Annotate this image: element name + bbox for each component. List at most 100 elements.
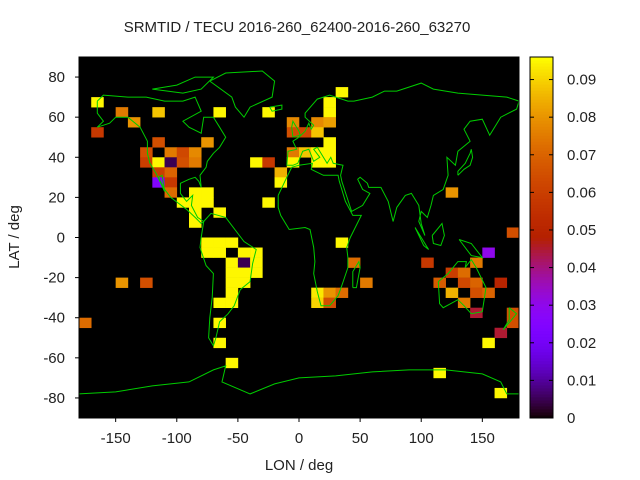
coastline-segment [437, 258, 487, 315]
y-axis-ticks: 80 60 40 20 0 -20 -40 -60 -80 [43, 69, 79, 407]
colorbar-gradient-step [530, 186, 553, 190]
heatmap-cell [482, 247, 495, 258]
heatmap-cell [225, 277, 239, 288]
heatmap-cell [250, 257, 263, 268]
heatmap-cell [140, 277, 153, 288]
coastline-segment [277, 162, 363, 307]
colorbar-gradient-step [530, 198, 553, 202]
x-tick-label: 50 [352, 430, 369, 447]
coastline-segment [96, 94, 227, 225]
heatmap-cell [311, 297, 324, 308]
colorbar-gradient-step [530, 378, 553, 383]
colorbar-gradient-step [530, 183, 553, 187]
colorbar-gradient-step [530, 408, 553, 413]
heatmap-cell [164, 167, 178, 178]
colorbar-gradient-step [530, 225, 553, 229]
heatmap-cell [189, 217, 202, 228]
heatmap-cell [176, 197, 190, 208]
heatmap-cell [470, 277, 483, 288]
colorbar-gradient-step [530, 354, 553, 359]
y-tick-label: -40 [43, 310, 65, 327]
heatmap-cell [286, 127, 300, 138]
heatmap-cell [152, 167, 165, 178]
colorbar-gradient-step [530, 270, 553, 275]
heatmap-cell [140, 147, 153, 158]
colorbar-gradient-step [530, 303, 553, 308]
heatmap-cells [79, 87, 520, 399]
coastline-segment [291, 119, 301, 138]
colorbar-border [529, 56, 554, 419]
colorbar-gradient-step [530, 276, 553, 281]
colorbar-gradient-step [530, 288, 553, 293]
colorbar-gradient-step [530, 201, 553, 205]
heatmap-cell [470, 287, 483, 298]
coastline-segment [199, 212, 257, 348]
heatmap-cell [506, 307, 520, 319]
colorbar-gradient-step [530, 267, 553, 272]
heatmap-cell [421, 257, 434, 268]
heatmap-cell [262, 157, 275, 168]
colorbar-gradient-step [530, 204, 553, 208]
colorbar-gradient-step [530, 396, 553, 401]
colorbar-gradient-step [530, 174, 553, 178]
x-axis-label: LON / deg [265, 457, 333, 474]
heatmap-cell [201, 137, 214, 148]
heatmap-cell [335, 237, 349, 248]
colorbar-gradient-step [530, 366, 553, 371]
colorbar-gradient-step [530, 213, 553, 217]
colorbar-gradient-step [530, 87, 553, 91]
heatmap-cell [323, 107, 336, 118]
colorbar-gradient-step [530, 387, 553, 392]
colorbar-gradient-step [530, 210, 553, 214]
colorbar-gradient-step [530, 363, 553, 368]
colorbar-gradient-step [530, 258, 553, 263]
colorbar-gradient-step [530, 117, 553, 121]
colorbar-gradient-step [530, 309, 553, 314]
heatmap-cell [225, 297, 239, 308]
colorbar-gradient-step [530, 114, 553, 118]
colorbar-gradient-step [530, 411, 553, 416]
heatmap-cell [225, 257, 239, 268]
x-tick-label: -150 [101, 430, 131, 447]
colorbar-gradient-step [530, 282, 553, 287]
colorbar-gradient-step [530, 405, 553, 410]
coastline-segment [352, 260, 361, 289]
heatmap-cell [225, 287, 239, 298]
colorbar-gradient-step [530, 327, 553, 332]
colorbar-gradient-step [530, 168, 553, 172]
colorbar-gradient-step [530, 105, 553, 109]
colorbar-gradient-step [530, 360, 553, 365]
colorbar-gradient-step [530, 147, 553, 151]
colorbar-gradient-step [530, 375, 553, 380]
heatmap-cell [250, 267, 263, 278]
x-axis-ticks: -150 -100 -50 0 50 100 150 [101, 418, 495, 447]
heatmap-cell [347, 257, 361, 268]
heatmap-cell [176, 147, 190, 158]
heatmap-cell [189, 147, 202, 158]
y-tick-label: 40 [48, 149, 65, 166]
heatmap-cell [250, 247, 263, 258]
colorbar-gradient-step [530, 324, 553, 329]
colorbar-tick-label: 0.07 [567, 147, 596, 164]
heatmap-cell [311, 117, 324, 128]
heatmap-cell [299, 147, 312, 158]
heatmap-cell [445, 287, 459, 298]
heatmap-cell [213, 107, 226, 118]
heatmap-cell [299, 127, 312, 138]
colorbar-gradient-step [530, 156, 553, 160]
heatmap-cell [323, 137, 336, 148]
colorbar-gradient-step [530, 291, 553, 296]
colorbar-tick-label: 0.05 [567, 222, 596, 239]
colorbar-gradient-step [530, 261, 553, 266]
colorbar-gradient-step [530, 252, 553, 257]
heatmap-cell [335, 287, 349, 298]
colorbar-gradient-step [530, 120, 553, 124]
colorbar-gradient-step [530, 330, 553, 335]
y-tick-label: 80 [48, 69, 65, 86]
colorbar-gradient-step [530, 57, 553, 61]
heatmap-cell [445, 267, 459, 278]
heatmap-cell [311, 147, 324, 158]
colorbar-gradient-step [530, 123, 553, 127]
colorbar-gradient-step [530, 180, 553, 184]
heatmap-cell [79, 317, 92, 329]
